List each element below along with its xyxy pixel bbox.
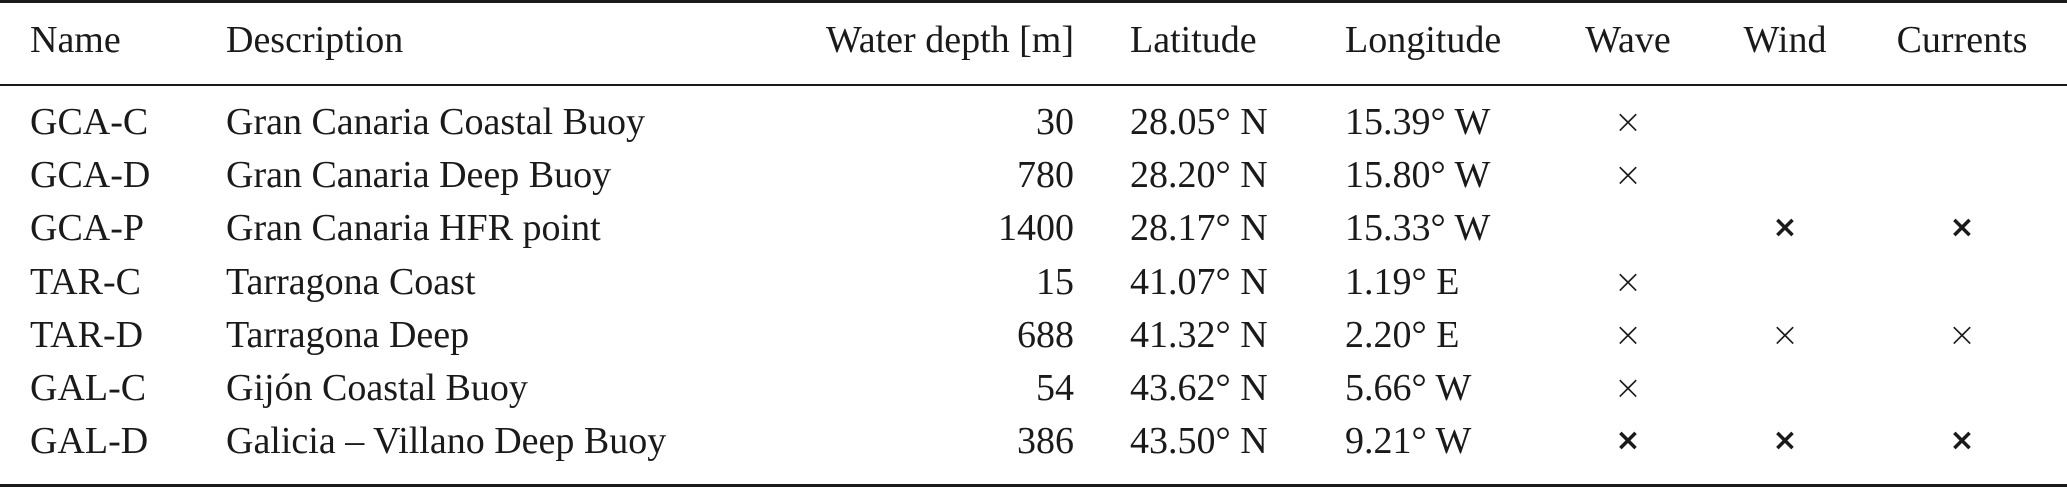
header-wave-label: Wave	[1585, 19, 1671, 61]
cell-description: Galicia – Villano Deep Buoy	[226, 420, 667, 463]
table-header-rule	[0, 84, 2067, 86]
cell-description: Tarragona Coast	[226, 260, 476, 303]
table-row: GCA-C Gran Canaria Coastal Buoy 30 28.05° N…	[0, 96, 2067, 148]
cell-name: GCA-P	[30, 207, 145, 250]
header-longitude: Longitude	[1345, 19, 1502, 61]
cell-name: GAL-D	[30, 420, 149, 463]
table-top-rule	[0, 0, 2067, 3]
cell-name: GCA-D	[30, 154, 151, 197]
cell-longitude: 2.20° E	[1345, 313, 1460, 356]
cell-description: Tarragona Deep	[226, 313, 470, 356]
cell-wind-mark: ×	[1772, 423, 1798, 459]
table-row: GAL-C Gijón Coastal Buoy 54 43.62° N 5.66° W…	[0, 362, 2067, 414]
cell-currents-mark: ×	[1949, 423, 1975, 459]
cell-water-depth: 15	[1036, 260, 1074, 303]
cell-latitude: 43.62° N	[1130, 367, 1268, 409]
header-currents-label: Currents	[1896, 19, 2028, 61]
cell-longitude: 15.80° W	[1345, 154, 1491, 197]
cell-water-depth: 386	[1017, 420, 1074, 463]
header-description: Description	[226, 19, 404, 61]
cell-latitude: 28.05° N	[1130, 101, 1268, 143]
cell-longitude: 9.21° W	[1345, 420, 1472, 463]
cell-description: Gran Canaria HFR point	[226, 207, 601, 250]
cell-name: GCA-C	[30, 101, 149, 143]
cell-description: Gran Canaria Coastal Buoy	[226, 101, 645, 143]
cell-description: Gran Canaria Deep Buoy	[226, 154, 612, 197]
cell-longitude: 1.19° E	[1345, 260, 1460, 303]
cell-currents-mark: ×	[1947, 314, 1977, 355]
cell-latitude: 41.32° N	[1130, 313, 1268, 356]
cell-wave-mark: ×	[1613, 314, 1643, 355]
cell-name: GAL-C	[30, 367, 147, 409]
cell-currents-mark: ×	[1949, 210, 1975, 246]
table-header-row: Name Description Water depth [m] Latitud…	[0, 14, 2067, 66]
cell-description: Gijón Coastal Buoy	[226, 367, 528, 409]
table-bottom-rule	[0, 484, 2067, 487]
cell-wind-mark: ×	[1772, 210, 1798, 246]
cell-wave-mark: ×	[1613, 368, 1643, 408]
cell-latitude: 28.17° N	[1130, 207, 1268, 250]
header-latitude: Latitude	[1130, 19, 1257, 61]
cell-water-depth: 780	[1017, 154, 1074, 197]
cell-name: TAR-D	[30, 313, 144, 356]
cell-water-depth: 1400	[998, 207, 1074, 250]
cell-wave-mark: ×	[1613, 261, 1643, 302]
cell-wave-mark: ×	[1613, 155, 1643, 196]
cell-wave-mark: ×	[1613, 102, 1643, 142]
header-name: Name	[30, 19, 121, 61]
cell-latitude: 41.07° N	[1130, 260, 1268, 303]
header-water-depth: Water depth [m]	[825, 19, 1074, 61]
cell-latitude: 28.20° N	[1130, 154, 1268, 197]
cell-water-depth: 688	[1017, 313, 1074, 356]
table-row: GCA-P Gran Canaria HFR point 1400 28.17° N 1…	[0, 202, 2067, 254]
cell-name: TAR-C	[30, 260, 141, 303]
table-row: TAR-C Tarragona Coast 15 41.07° N 1.19° E ×	[0, 256, 2067, 308]
cell-water-depth: 54	[1036, 367, 1074, 409]
cell-wind-mark: ×	[1770, 314, 1800, 355]
cell-longitude: 5.66° W	[1345, 367, 1472, 409]
header-wind-label: Wind	[1743, 19, 1827, 61]
cell-wave-mark: ×	[1615, 423, 1641, 459]
cell-water-depth: 30	[1036, 101, 1074, 143]
cell-latitude: 43.50° N	[1130, 420, 1268, 463]
table-row: GAL-D Galicia – Villano Deep Buoy 386 43.50…	[0, 415, 2067, 467]
cell-longitude: 15.33° W	[1345, 207, 1491, 250]
cell-longitude: 15.39° W	[1345, 101, 1491, 143]
table-row: GCA-D Gran Canaria Deep Buoy 780 28.20° N 15…	[0, 149, 2067, 201]
table-row: TAR-D Tarragona Deep 688 41.32° N 2.20° E × × ×	[0, 309, 2067, 361]
